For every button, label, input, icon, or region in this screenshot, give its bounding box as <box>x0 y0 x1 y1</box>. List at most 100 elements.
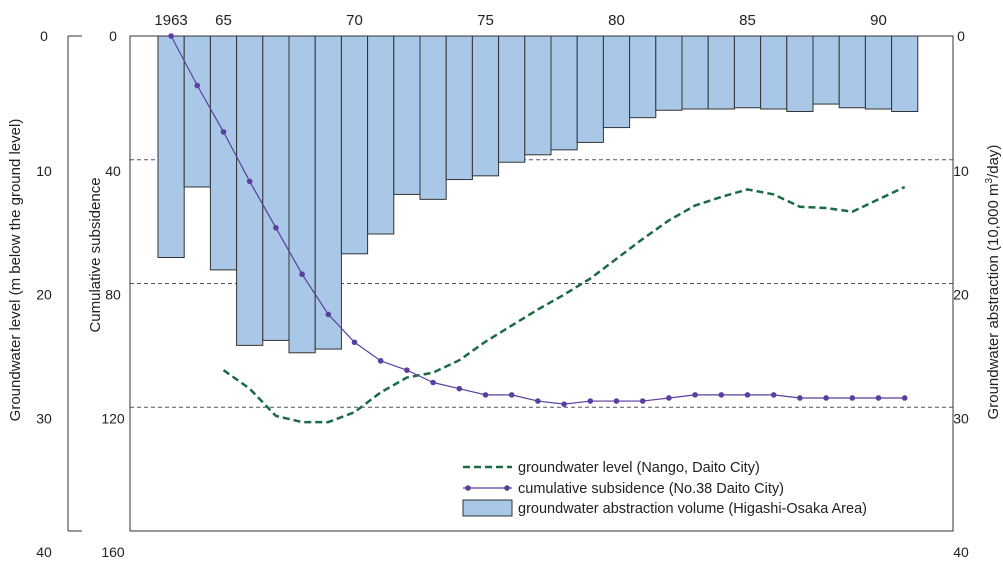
abstraction-bar-1980 <box>602 35 631 129</box>
legend-label-abstraction: groundwater abstraction volume (Higashi-… <box>518 501 867 517</box>
year-tick-75: 75 <box>477 12 494 29</box>
abstraction-bar-1982 <box>655 35 683 111</box>
groundwater-level-series <box>222 185 906 424</box>
subsidence-point-1978 <box>561 401 567 407</box>
groundwater-level-ticks: 0 10 20 30 40 <box>36 28 52 560</box>
abstraction-bar-1977 <box>524 35 552 156</box>
subsidence-point-1980 <box>613 398 620 404</box>
groundwater-level-tick-20: 20 <box>36 287 52 303</box>
abstraction-bar-1975 <box>471 35 500 177</box>
abstraction-bar-1990 <box>864 35 893 110</box>
abstraction-bar-1991 <box>891 35 919 112</box>
abstraction-tick-30: 30 <box>953 410 969 426</box>
subsidence-axis-label: Cumulative subsidence <box>87 177 104 332</box>
abstraction-bar-1985 <box>733 35 762 109</box>
subsidence-point-1988 <box>823 395 829 401</box>
groundwater-level-tick-30: 30 <box>36 410 52 426</box>
abstraction-bar-1979 <box>576 35 604 143</box>
abstraction-bar-1972 <box>393 35 421 195</box>
abstraction-bar-1976 <box>498 35 526 163</box>
subsidence-point-1976 <box>508 392 515 398</box>
abstraction-bar-1966 <box>236 35 264 346</box>
subsidence-point-1974 <box>456 385 463 392</box>
groundwater-level-tick-0: 0 <box>40 28 48 44</box>
abstraction-bar-1989 <box>838 35 866 109</box>
subsidence-point-1986 <box>770 392 777 398</box>
subsidence-point-1973 <box>430 379 436 386</box>
subsidence-point-1967 <box>273 225 279 231</box>
legend-swatch-subsidence-marker-a <box>465 485 471 491</box>
abstraction-bar-1964 <box>183 35 211 188</box>
subsidence-point-1982 <box>666 395 672 401</box>
abstraction-bar-1969 <box>314 35 342 350</box>
abstraction-bar-1987 <box>786 35 814 112</box>
abstraction-ticks: 0 10 20 30 40 <box>953 28 969 560</box>
legend-label-groundwater-level: groundwater level (Nango, Daito City) <box>518 460 760 476</box>
subsidence-point-1965 <box>220 129 227 135</box>
abstraction-bar-1971 <box>367 35 395 235</box>
abstraction-bars <box>157 35 919 354</box>
year-ticks: 1963 65 70 75 80 85 90 <box>154 12 886 29</box>
abstraction-bar-1968 <box>288 35 316 354</box>
subsidence-point-1991 <box>901 395 908 401</box>
subsidence-point-1968 <box>299 271 305 278</box>
subsidence-tick-80: 80 <box>105 287 121 303</box>
abstraction-bar-1984 <box>707 35 735 110</box>
year-tick-80: 80 <box>608 12 625 29</box>
legend-swatch-abstraction <box>462 499 513 517</box>
subsidence-tick-0: 0 <box>109 28 117 44</box>
abstraction-bar-1963 <box>157 35 185 259</box>
abstraction-axis-label-prefix: Groundwater abstraction (10,000 m <box>985 183 1002 419</box>
subsidence-point-1971 <box>377 358 384 364</box>
subsidence-point-1977 <box>535 398 541 404</box>
subsidence-tick-40: 40 <box>105 163 121 179</box>
subsidence-point-1987 <box>797 395 803 401</box>
abstraction-tick-40: 40 <box>953 544 969 560</box>
groundwater-level-line <box>222 185 906 424</box>
year-tick-90: 90 <box>870 12 887 29</box>
abstraction-tick-20: 20 <box>953 287 969 303</box>
year-tick-70: 70 <box>346 12 363 29</box>
abstraction-axis-label-suffix: /day) <box>985 145 1002 178</box>
abstraction-bar-1988 <box>812 35 840 105</box>
subsidence-point-1989 <box>849 395 856 401</box>
legend-swatch-subsidence-marker-b <box>504 485 510 491</box>
abstraction-bar-1983 <box>681 35 709 110</box>
abstraction-bar-1986 <box>760 35 788 110</box>
subsidence-point-1984 <box>718 392 725 398</box>
groundwater-level-tick-40: 40 <box>36 544 52 560</box>
abstraction-bar-1978 <box>550 35 578 151</box>
legend: groundwater level (Nango, Daito City) cu… <box>462 460 867 517</box>
subsidence-point-1990 <box>875 395 882 401</box>
groundwater-level-tick-10: 10 <box>36 163 52 179</box>
subsidence-point-1972 <box>404 367 410 373</box>
subsidence-point-1975 <box>482 392 489 398</box>
groundwater-level-axis-label: Groundwater level (m below the ground le… <box>7 119 24 422</box>
subsidence-point-1979 <box>587 398 594 404</box>
abstraction-bar-1965 <box>209 35 238 271</box>
abstraction-bar-1974 <box>445 35 473 181</box>
subsidence-point-1964 <box>194 82 201 89</box>
abstraction-bar-1970 <box>340 35 369 255</box>
subsidence-point-1985 <box>744 392 751 398</box>
subsidence-point-1966 <box>246 178 253 185</box>
subsidence-series <box>168 33 908 407</box>
year-tick-65: 65 <box>215 12 232 29</box>
abstraction-tick-0: 0 <box>957 28 965 44</box>
year-tick-85: 85 <box>739 12 756 29</box>
legend-label-subsidence: cumulative subsidence (No.38 Daito City) <box>518 481 784 497</box>
subsidence-point-1970 <box>351 339 358 346</box>
abstraction-axis-label-sup: 3 <box>984 177 995 183</box>
abstraction-bar-1981 <box>629 35 657 119</box>
plot-frame <box>129 35 954 532</box>
subsidence-point-1983 <box>692 392 698 398</box>
abstraction-tick-10: 10 <box>953 163 969 179</box>
abstraction-axis-label: Groundwater abstraction (10,000 m3/day) <box>984 145 1002 420</box>
subsidence-tick-160: 160 <box>101 544 125 560</box>
subsidence-tick-120: 120 <box>101 410 125 426</box>
abstraction-bar-1967 <box>262 35 290 341</box>
abstraction-bar-1973 <box>419 35 447 200</box>
subsidence-point-1963 <box>168 33 174 39</box>
